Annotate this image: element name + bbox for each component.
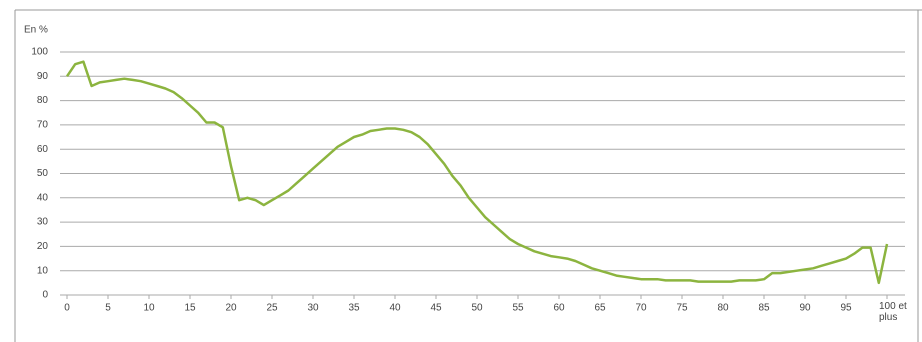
x-tick-label-text: 100 et plus bbox=[879, 301, 907, 323]
x-tick-label: 75 bbox=[676, 303, 688, 314]
y-tick-label: 70 bbox=[37, 120, 49, 131]
data-line bbox=[65, 60, 889, 285]
x-tick-label: 55 bbox=[512, 303, 524, 314]
x-tick-label: 85 bbox=[758, 303, 770, 314]
x-tick-label: 0 bbox=[64, 303, 70, 314]
y-tick-label: 90 bbox=[37, 71, 49, 82]
x-tick-label: 5 bbox=[105, 303, 111, 314]
x-tick-label: 45 bbox=[430, 303, 442, 314]
x-tick-label: 40 bbox=[389, 303, 401, 314]
y-tick-label: 30 bbox=[37, 217, 49, 228]
y-tick-label: 20 bbox=[37, 241, 49, 252]
x-tick-label: 15 bbox=[184, 303, 196, 314]
x-tick-label: 90 bbox=[799, 303, 811, 314]
x-tick-label: 25 bbox=[266, 303, 278, 314]
x-tick-label: 35 bbox=[348, 303, 360, 314]
y-tick-label: 0 bbox=[42, 290, 48, 301]
y-tick-label: 60 bbox=[37, 144, 49, 155]
x-tick-label: 70 bbox=[635, 303, 647, 314]
y-tick-label: 80 bbox=[37, 95, 49, 106]
x-tick-label: 30 bbox=[307, 303, 319, 314]
x-tick-label: 60 bbox=[553, 303, 565, 314]
y-axis-label: En % bbox=[24, 25, 48, 36]
x-tick-label: 20 bbox=[225, 303, 237, 314]
x-tick-label: 80 bbox=[717, 303, 729, 314]
x-tick-label: 100 et plus bbox=[879, 301, 907, 323]
y-tick-label: 100 bbox=[31, 47, 48, 58]
y-tick-label: 50 bbox=[37, 168, 49, 179]
y-tick-label: 40 bbox=[37, 192, 49, 203]
x-tick-label: 10 bbox=[143, 303, 155, 314]
y-tick-label: 10 bbox=[37, 265, 49, 276]
x-tick-label: 95 bbox=[840, 303, 852, 314]
x-tick-label: 50 bbox=[471, 303, 483, 314]
x-tick-label: 65 bbox=[594, 303, 606, 314]
